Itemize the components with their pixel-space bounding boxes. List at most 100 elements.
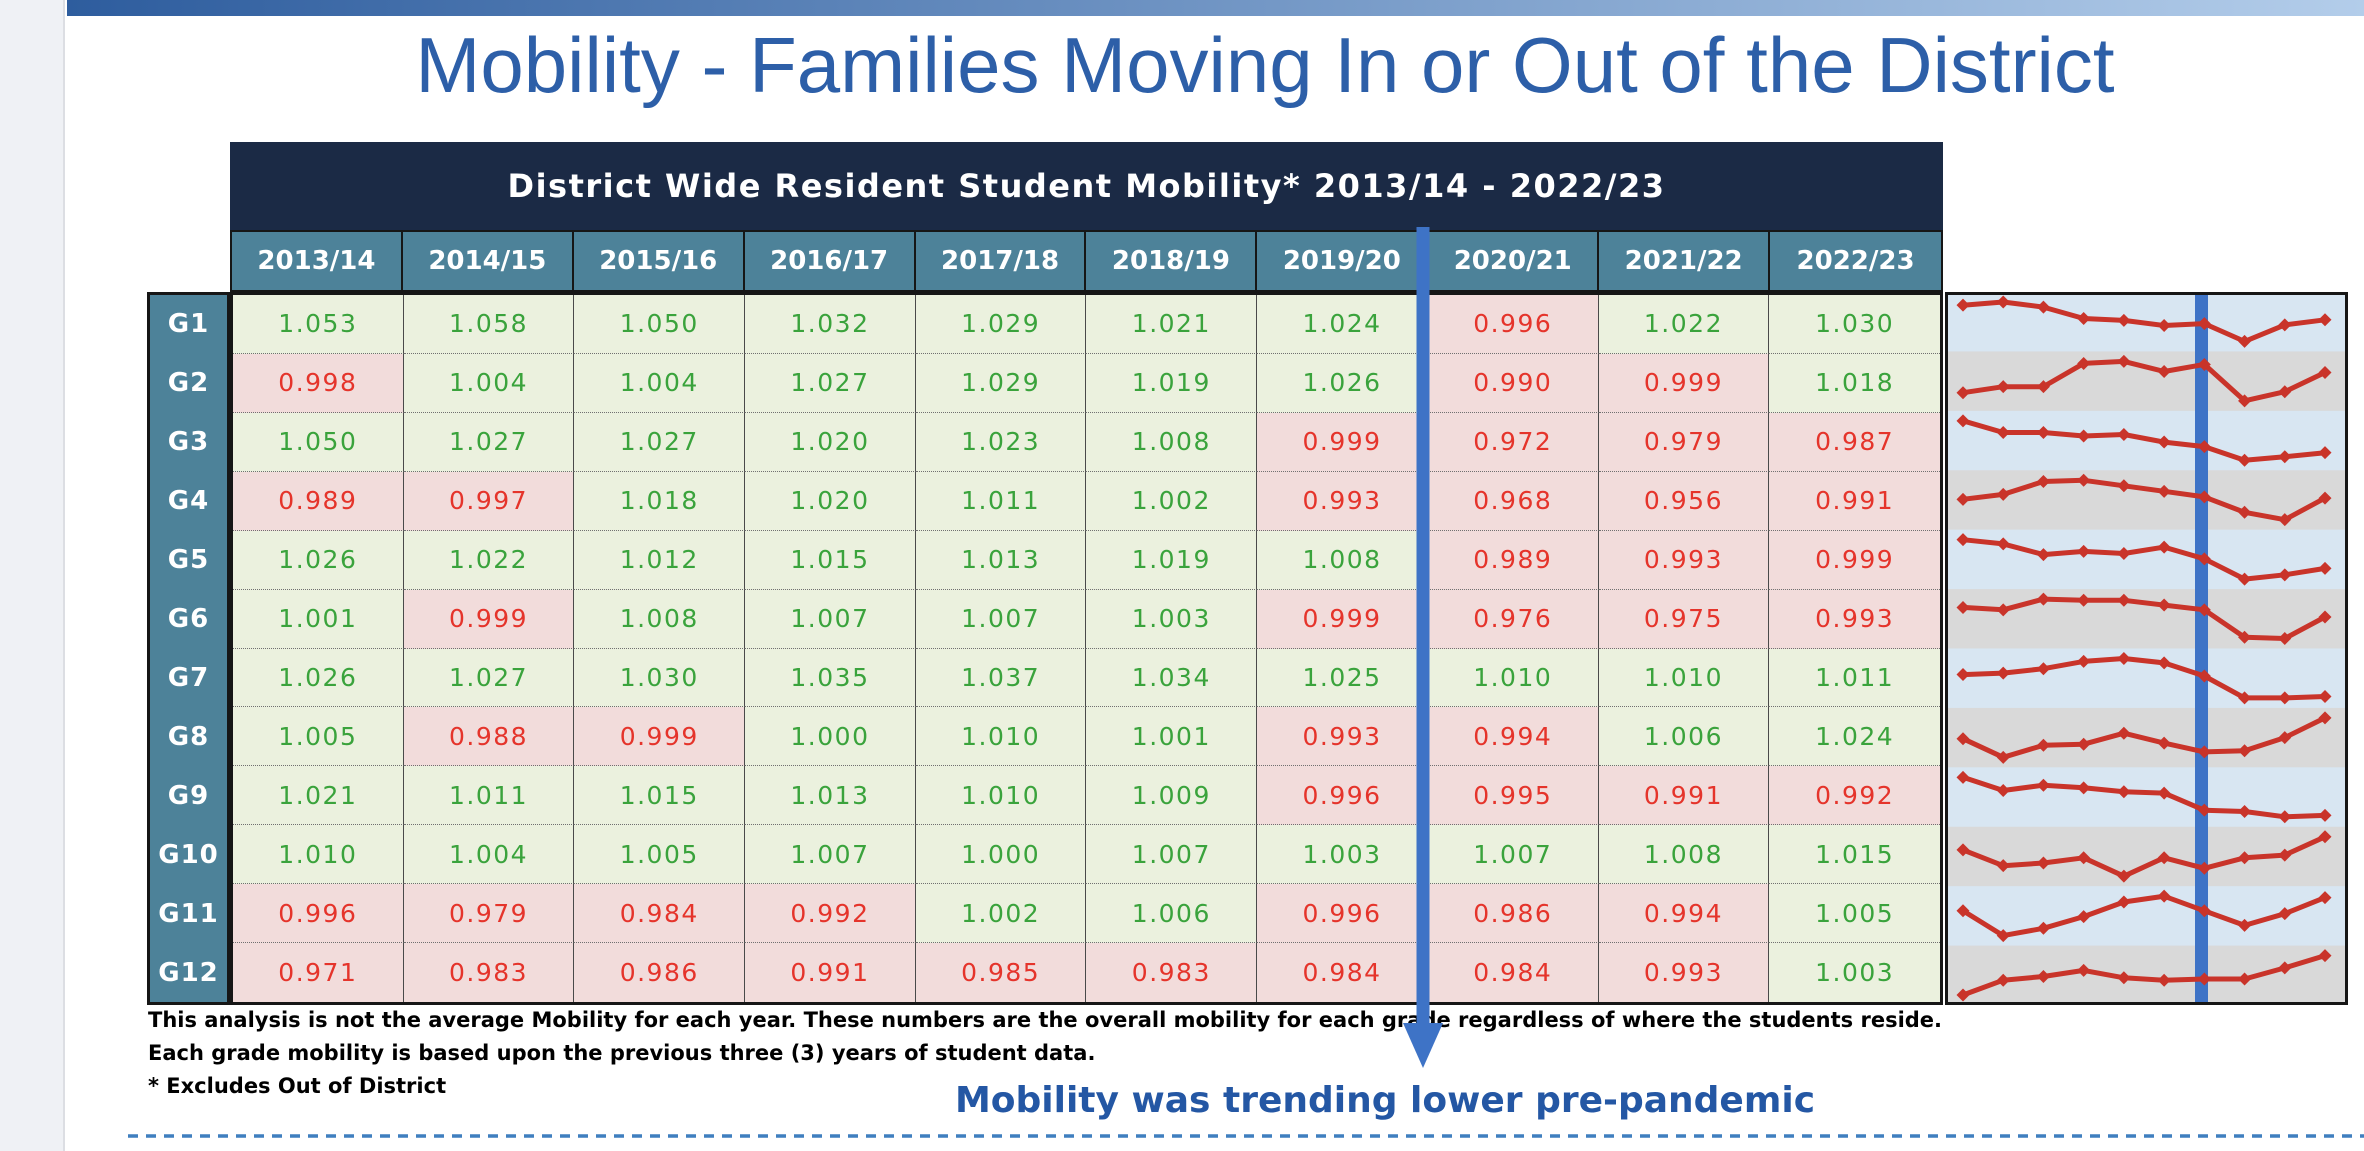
year-header-2022/23: 2022/23 <box>1796 246 1915 276</box>
spark-marker <box>2238 630 2252 644</box>
spark-marker <box>2278 907 2292 921</box>
spark-marker <box>2036 592 2050 606</box>
cell-G3-2018/19: 1.008 <box>1086 412 1258 472</box>
spark-marker <box>2117 313 2131 327</box>
spark-marker <box>1996 929 2010 943</box>
spark-marker <box>2157 598 2171 612</box>
cell-G8-2016/17: 1.000 <box>745 707 916 767</box>
cell-G11-2019/20: 0.996 <box>1257 884 1428 944</box>
top-accent-bar <box>67 0 2364 16</box>
spark-panel-border <box>1945 292 2348 1005</box>
cell-G10-2017/18: 1.000 <box>915 825 1087 885</box>
dashed-divider-line <box>128 1134 2364 1138</box>
spark-marker <box>2077 429 2091 443</box>
sparkline-chart <box>1945 292 2348 1006</box>
cell-G6-2016/17: 1.007 <box>745 589 916 649</box>
spark-marker <box>1956 988 1970 1002</box>
year-header-2014/15: 2014/15 <box>403 232 574 290</box>
spark-band-G2 <box>1945 351 2348 412</box>
cell-G6-2013/14: 1.001 <box>233 589 404 649</box>
cell-G8-2021/22: 1.006 <box>1598 707 1770 767</box>
grade-label-G8: G8 <box>167 721 210 752</box>
cell-G4-2013/14: 0.989 <box>233 471 404 531</box>
cell-G3-2021/22: 0.979 <box>1598 412 1770 472</box>
cell-G4-2016/17: 1.020 <box>745 471 916 531</box>
grade-label-G6: G6 <box>167 604 210 635</box>
sparkline-G8 <box>1960 715 2328 760</box>
cell-G2-2018/19: 1.019 <box>1086 353 1258 413</box>
spark-marker <box>2036 548 2050 562</box>
cell-G2-2017/18: 1.029 <box>915 353 1087 413</box>
cell-G8-2015/16: 0.999 <box>574 707 746 767</box>
year-header-2018/19: 2018/19 <box>1086 232 1258 290</box>
cell-G5-2016/17: 1.015 <box>745 530 916 590</box>
cell-G1-2019/20: 1.024 <box>1257 295 1428 354</box>
spark-marker <box>2077 356 2091 370</box>
cell-G3-2019/20: 0.999 <box>1257 412 1428 472</box>
spark-marker <box>2197 603 2211 617</box>
spark-marker <box>1996 487 2010 501</box>
spark-marker <box>2197 317 2211 331</box>
year-header-2016/17: 2016/17 <box>745 232 916 290</box>
grade-label-G10: G10 <box>158 839 219 870</box>
cell-G12-2020/21: 0.984 <box>1427 943 1599 1002</box>
cell-G9-2015/16: 1.015 <box>574 766 746 826</box>
spark-marker <box>2117 479 2131 493</box>
spark-marker <box>1996 783 2010 797</box>
cell-G7-2020/21: 1.010 <box>1427 648 1599 708</box>
spark-marker <box>1956 298 1970 312</box>
cell-G5-2015/16: 1.012 <box>574 530 746 590</box>
sparkline-panel <box>1945 292 2348 1006</box>
cell-G4-2017/18: 1.011 <box>915 471 1087 531</box>
spark-marker <box>2318 491 2332 505</box>
spark-marker <box>1956 770 1970 784</box>
cell-G5-2018/19: 1.019 <box>1086 530 1258 590</box>
sparkline-G1 <box>1960 299 2328 344</box>
spark-marker <box>2238 972 2252 986</box>
cell-G6-2020/21: 0.976 <box>1427 589 1599 649</box>
cell-G5-2019/20: 1.008 <box>1257 530 1428 590</box>
cell-G10-2021/22: 1.008 <box>1598 825 1770 885</box>
cell-G2-2021/22: 0.999 <box>1598 353 1770 413</box>
cell-G11-2018/19: 1.006 <box>1086 884 1258 944</box>
cell-G1-2013/14: 1.053 <box>233 295 404 354</box>
sparkline-G9 <box>1960 774 2328 820</box>
cell-G3-2017/18: 1.023 <box>915 412 1087 472</box>
spark-marker <box>2197 803 2211 817</box>
year-header-2021/22: 2021/22 <box>1599 232 1771 290</box>
cell-G8-2022/23: 1.024 <box>1769 707 1940 767</box>
cell-G7-2013/14: 1.026 <box>233 648 404 708</box>
spark-marker <box>2077 312 2091 326</box>
cell-G10-2013/14: 1.010 <box>233 825 404 885</box>
spark-marker <box>2238 572 2252 586</box>
cell-G11-2013/14: 0.996 <box>233 884 404 944</box>
sparkline-G4 <box>1960 477 2328 523</box>
spark-marker <box>2077 781 2091 795</box>
spark-marker <box>2318 891 2332 905</box>
year-header-2017/18: 2017/18 <box>916 232 1087 290</box>
grade-label-G1: G1 <box>167 309 210 340</box>
spark-marker <box>2318 830 2332 844</box>
spark-marker <box>2077 473 2091 487</box>
cell-G12-2022/23: 1.003 <box>1769 943 1940 1002</box>
spark-marker <box>2077 737 2091 751</box>
cell-G11-2016/17: 0.992 <box>745 884 916 944</box>
cell-G4-2014/15: 0.997 <box>403 471 575 531</box>
sparkline-G3 <box>1960 418 2328 463</box>
spark-marker <box>2278 568 2292 582</box>
cell-G4-2021/22: 0.956 <box>1598 471 1770 531</box>
cell-G4-2018/19: 1.002 <box>1086 471 1258 531</box>
spark-marker <box>2157 973 2171 987</box>
grade-label-G12: G12 <box>158 957 219 988</box>
sparkline-G11 <box>1960 893 2328 939</box>
spark-marker <box>1956 533 1970 547</box>
spark-marker <box>1996 295 2010 309</box>
cell-G5-2014/15: 1.022 <box>403 530 575 590</box>
cell-G11-2021/22: 0.994 <box>1598 884 1770 944</box>
spark-marker <box>2197 904 2211 918</box>
cell-G7-2018/19: 1.034 <box>1086 648 1258 708</box>
cell-G10-2019/20: 1.003 <box>1257 825 1428 885</box>
grade-label-G5: G5 <box>167 545 210 576</box>
spark-marker <box>2157 484 2171 498</box>
cell-G6-2021/22: 0.975 <box>1598 589 1770 649</box>
